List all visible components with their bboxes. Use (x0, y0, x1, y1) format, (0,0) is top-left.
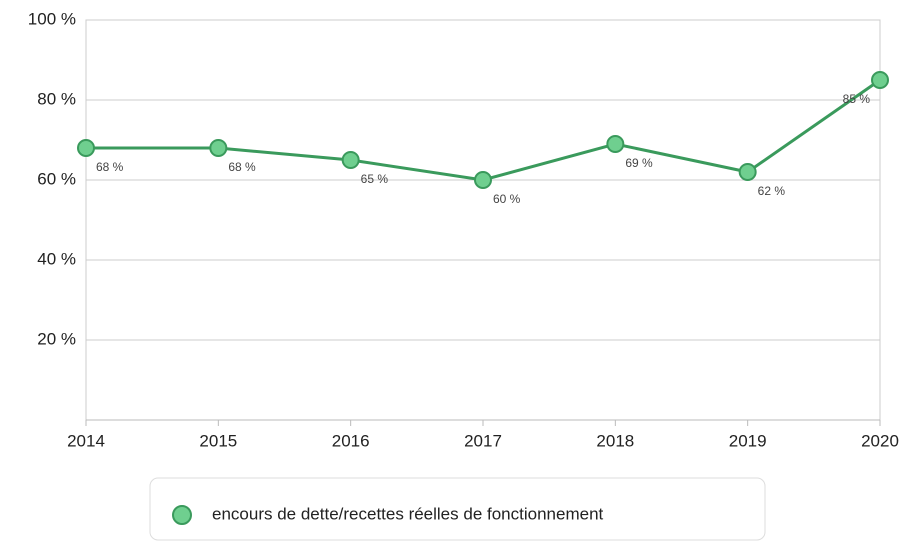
series-line (86, 78, 881, 182)
x-tick-label: 2015 (199, 431, 237, 450)
value-label: 65 % (361, 172, 389, 186)
plot-frame (85, 19, 881, 421)
x-tick-label: 2018 (596, 431, 634, 450)
value-label: 62 % (758, 184, 786, 198)
value-label: 85 % (843, 92, 871, 106)
point (606, 135, 625, 153)
x-tick-label: 2019 (729, 431, 767, 450)
legend-box (149, 477, 766, 541)
y-tick-label: 20 % (37, 329, 76, 348)
y-tick-label: 80 % (37, 89, 76, 108)
point (77, 139, 95, 157)
value-label: 68 % (228, 160, 256, 174)
x-tick-label: 2014 (67, 431, 105, 450)
value-label: 68 % (96, 160, 124, 174)
y-tick-label: 40 % (37, 249, 76, 268)
point (341, 151, 360, 169)
point (474, 171, 492, 189)
x-tick-label: 2017 (464, 431, 502, 450)
value-label: 60 % (493, 192, 521, 206)
legend-marker (172, 505, 192, 525)
point (209, 139, 228, 157)
legend-label: encours de dette/recettes réelles de fon… (212, 504, 604, 523)
y-tick-label: 100 % (28, 9, 76, 28)
point (738, 163, 757, 181)
y-tick-label: 60 % (37, 169, 76, 188)
value-label: 69 % (625, 156, 653, 170)
point (871, 71, 889, 89)
x-tick-label: 2020 (861, 431, 899, 450)
x-tick-label: 2016 (332, 431, 370, 450)
